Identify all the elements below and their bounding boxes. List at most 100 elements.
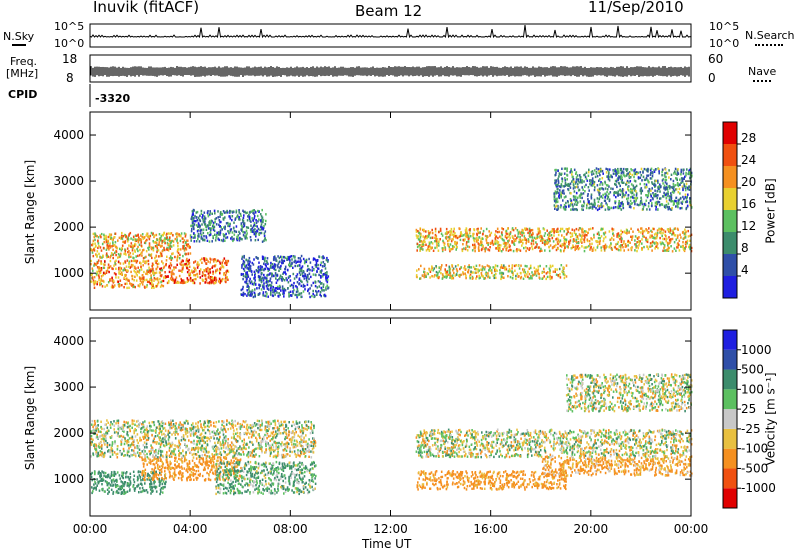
data-cell	[135, 261, 138, 264]
data-cell	[666, 182, 668, 185]
data-cell	[213, 278, 216, 282]
data-cell	[581, 186, 583, 189]
data-cell	[587, 174, 590, 177]
data-cell	[679, 183, 681, 186]
data-cell	[262, 228, 264, 231]
data-cell	[152, 485, 154, 489]
data-cell	[472, 271, 474, 274]
data-cell	[140, 262, 142, 265]
data-cell	[249, 265, 251, 268]
data-cell	[651, 182, 654, 185]
data-cell	[588, 189, 590, 192]
data-cell	[114, 251, 116, 254]
data-cell	[139, 279, 142, 282]
data-cell	[138, 285, 141, 288]
data-cell	[255, 232, 258, 235]
data-cell	[670, 200, 672, 203]
data-cell	[138, 474, 141, 477]
data-cell	[106, 256, 108, 259]
data-cell	[153, 277, 156, 280]
data-cell	[196, 272, 198, 276]
data-cell	[591, 238, 593, 241]
data-cell	[600, 249, 603, 252]
data-cell	[109, 279, 111, 282]
data-cell	[246, 289, 248, 292]
data-cell	[185, 260, 188, 263]
data-cell	[554, 173, 557, 176]
data-cell	[676, 203, 679, 206]
data-cell	[466, 249, 469, 252]
data-cell	[144, 241, 147, 245]
data-cell	[315, 263, 318, 266]
data-cell	[483, 277, 485, 280]
data-cell	[613, 191, 616, 194]
data-cell	[182, 254, 184, 258]
data-cell	[241, 226, 244, 230]
data-cell	[575, 233, 577, 236]
data-cell	[491, 241, 494, 244]
data-cell	[212, 272, 214, 275]
data-cell	[144, 286, 146, 289]
data-cell	[180, 277, 182, 281]
data-cell	[488, 268, 491, 271]
data-cell	[185, 233, 187, 236]
data-cell	[189, 277, 192, 280]
data-cell	[571, 234, 574, 238]
data-cell	[182, 281, 184, 285]
data-cell	[445, 275, 447, 278]
data-cell	[614, 168, 616, 171]
data-cell	[560, 264, 563, 267]
data-cell	[538, 227, 540, 230]
data-cell	[321, 288, 323, 291]
data-cell	[231, 231, 234, 234]
data-cell	[581, 241, 583, 244]
data-cell	[282, 272, 284, 275]
data-cell	[577, 237, 579, 241]
data-cell	[256, 287, 258, 290]
data-cell	[488, 249, 491, 252]
data-cell	[242, 273, 244, 276]
data-cell	[462, 243, 464, 246]
data-cell	[168, 239, 171, 243]
data-cell	[215, 234, 218, 238]
data-cell	[554, 230, 557, 233]
data-cell	[616, 178, 618, 181]
data-cell	[653, 169, 655, 172]
data-cell	[150, 268, 152, 271]
data-cell	[681, 185, 684, 188]
data-cell	[622, 193, 625, 197]
data-cell	[598, 190, 600, 193]
data-cell	[647, 205, 650, 208]
data-cell	[179, 239, 182, 243]
data-cell	[177, 244, 179, 248]
data-cell	[254, 288, 256, 291]
data-cell	[251, 261, 254, 265]
data-cell	[484, 277, 487, 280]
data-cell	[435, 235, 438, 238]
data-cell	[553, 198, 556, 201]
data-cell	[128, 265, 131, 268]
data-cell	[231, 235, 233, 239]
data-cell	[207, 260, 209, 263]
data-cell	[654, 185, 656, 188]
data-cell	[282, 289, 284, 292]
data-cell	[147, 246, 149, 250]
data-cell	[159, 251, 162, 255]
data-cell	[146, 280, 149, 284]
data-cell	[605, 194, 607, 197]
data-cell	[633, 200, 635, 203]
data-cell	[138, 269, 141, 272]
data-cell	[143, 270, 145, 274]
data-cell	[236, 215, 238, 219]
data-cell	[109, 256, 111, 259]
data-cell	[225, 280, 227, 284]
data-cell	[165, 480, 167, 484]
data-cell	[537, 272, 540, 275]
data-cell	[197, 222, 200, 225]
data-cell	[670, 245, 672, 248]
data-cell	[134, 285, 136, 289]
data-cell	[669, 227, 671, 230]
data-cell	[557, 237, 559, 241]
data-cell	[673, 227, 676, 231]
data-cell	[98, 480, 101, 483]
